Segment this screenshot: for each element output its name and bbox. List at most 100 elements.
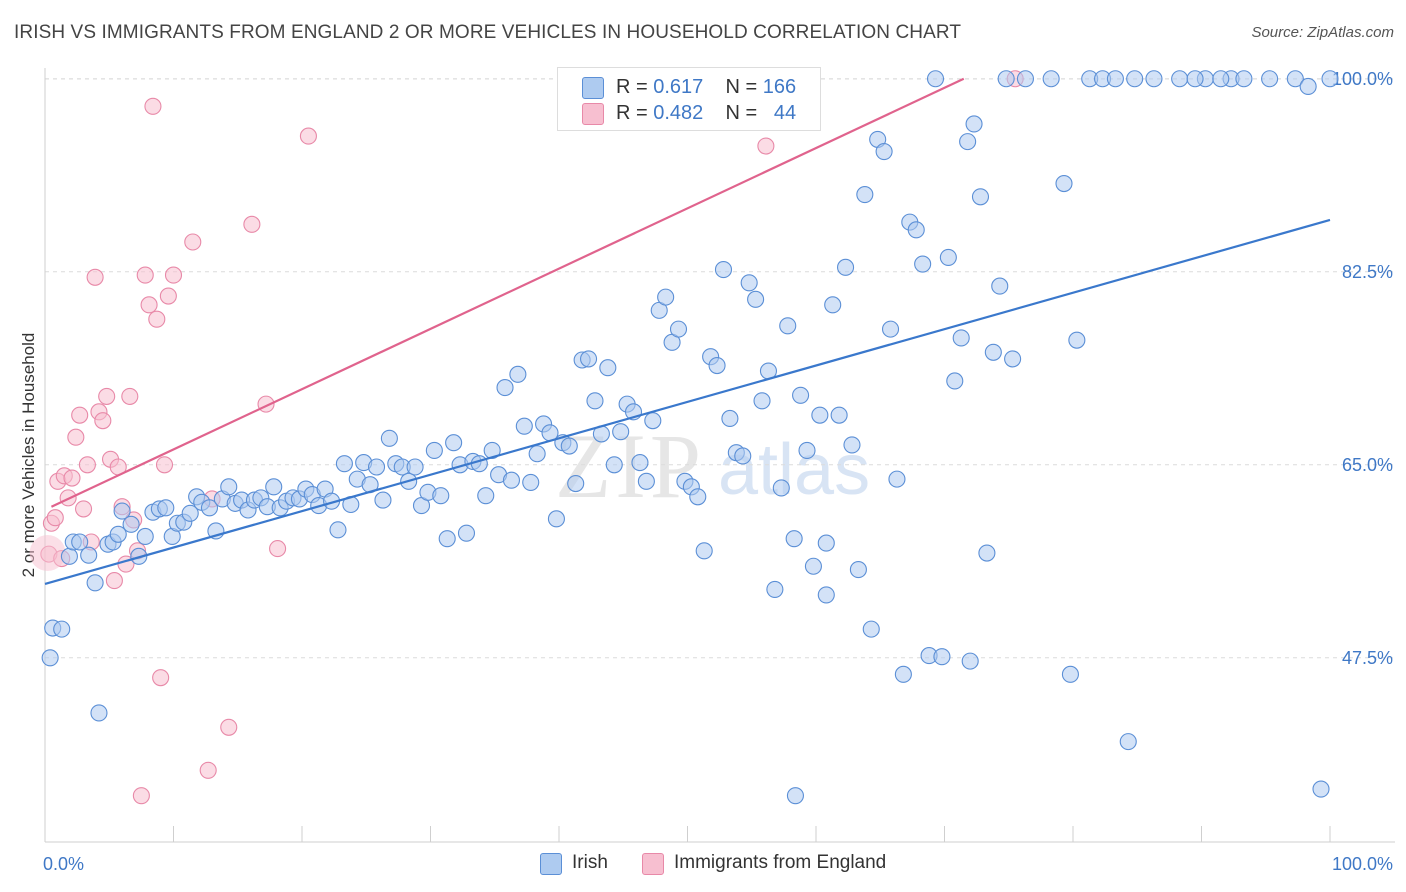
irish-point — [1299, 77, 1317, 96]
irish-point — [432, 487, 450, 505]
watermark-zip: ZIP — [555, 415, 705, 517]
n-value: 166 — [762, 76, 797, 98]
irish-point — [509, 365, 527, 383]
irish-point — [849, 561, 867, 579]
irish-point — [470, 455, 488, 473]
irish-point — [528, 445, 546, 463]
irish-point — [136, 527, 154, 546]
england-point — [63, 469, 81, 487]
irish-point — [785, 530, 803, 548]
irish-point — [734, 447, 752, 465]
tick-labels: 47.5% 65.0% 82.5% 100.0% 0.0% 100.0% — [43, 69, 1393, 874]
england-point — [140, 296, 158, 314]
irish-point — [1186, 70, 1204, 88]
irish-point — [843, 436, 861, 454]
irish-point — [817, 586, 835, 604]
irish-point — [817, 534, 835, 552]
irish-point — [881, 320, 900, 338]
legend-label-irish: Irish — [572, 852, 608, 873]
irish-point — [837, 258, 855, 276]
irish-point — [798, 441, 816, 459]
england-point — [78, 456, 96, 474]
irish-point — [406, 458, 424, 476]
england-point — [86, 268, 104, 286]
irish-swatch — [582, 77, 604, 99]
irish-point — [483, 441, 501, 459]
irish-point — [265, 478, 283, 496]
irish-point — [200, 499, 219, 517]
irish-point — [1061, 665, 1079, 683]
axes — [44, 68, 1395, 843]
england-point — [269, 540, 287, 558]
irish-point — [567, 474, 585, 493]
r-label: R = — [616, 76, 648, 98]
england-point — [164, 266, 183, 284]
irish-point — [1171, 70, 1189, 88]
irish-point — [425, 441, 443, 459]
irish-point — [122, 515, 140, 533]
irish-point — [1042, 70, 1060, 88]
irish-point — [894, 665, 912, 683]
irish-point — [637, 472, 655, 490]
irish-point — [1145, 70, 1163, 88]
n-label: N = — [725, 102, 758, 124]
irish-point — [457, 524, 476, 542]
irish-point — [804, 557, 822, 575]
england-point — [136, 266, 154, 284]
irish-point — [961, 652, 979, 670]
england-point — [132, 787, 150, 805]
england-point — [71, 406, 89, 424]
irish-point — [560, 437, 578, 455]
trend-lines — [44, 77, 1331, 585]
r-value: 0.482 — [653, 102, 704, 124]
england-point — [220, 718, 238, 736]
england-point — [121, 387, 139, 405]
england-point — [46, 509, 64, 527]
irish-point — [971, 188, 990, 206]
irish-point — [714, 261, 733, 279]
irish-point — [181, 504, 199, 522]
irish-point — [1119, 733, 1137, 751]
irish-point — [669, 320, 688, 338]
england-point — [67, 428, 85, 446]
irish-point — [811, 406, 829, 424]
stats-legend: R = 0.617 N = 166 R = 0.482 N = 44 — [557, 67, 821, 131]
irish-point — [605, 456, 623, 474]
england-point — [184, 233, 202, 251]
irish-point — [580, 350, 598, 368]
irish-point — [959, 133, 977, 151]
irish-point — [786, 787, 804, 805]
irish-point — [547, 510, 565, 528]
irish-point — [792, 386, 810, 404]
irish-point — [1106, 70, 1124, 88]
irish-point — [367, 458, 386, 476]
irish-point — [477, 487, 495, 505]
irish-point — [933, 648, 951, 666]
r-value: 0.617 — [653, 76, 704, 98]
irish-point — [740, 274, 758, 292]
irish-point — [1126, 70, 1144, 88]
irish-point — [220, 478, 238, 496]
irish-point — [907, 221, 925, 239]
irish-point — [657, 288, 675, 306]
irish-point — [914, 255, 932, 273]
england-point — [159, 287, 177, 305]
irish-swatch — [540, 853, 562, 875]
irish-point — [1212, 70, 1230, 88]
irish-point — [374, 491, 392, 509]
england-point — [155, 456, 174, 474]
irish-point — [80, 546, 98, 564]
england-point — [243, 215, 261, 233]
england-point — [148, 310, 166, 328]
irish-point — [978, 544, 996, 562]
y-tick-label: 100.0% — [1332, 69, 1393, 89]
irish-point — [1286, 70, 1304, 88]
irish-point — [1068, 331, 1086, 349]
irish-point — [708, 356, 726, 375]
england-point — [152, 669, 170, 687]
england-trend-line — [50, 77, 965, 508]
irish-point — [1261, 70, 1279, 88]
x-tick-label-max: 100.0% — [1332, 854, 1393, 874]
irish-point — [753, 392, 771, 410]
irish-point — [496, 379, 514, 397]
